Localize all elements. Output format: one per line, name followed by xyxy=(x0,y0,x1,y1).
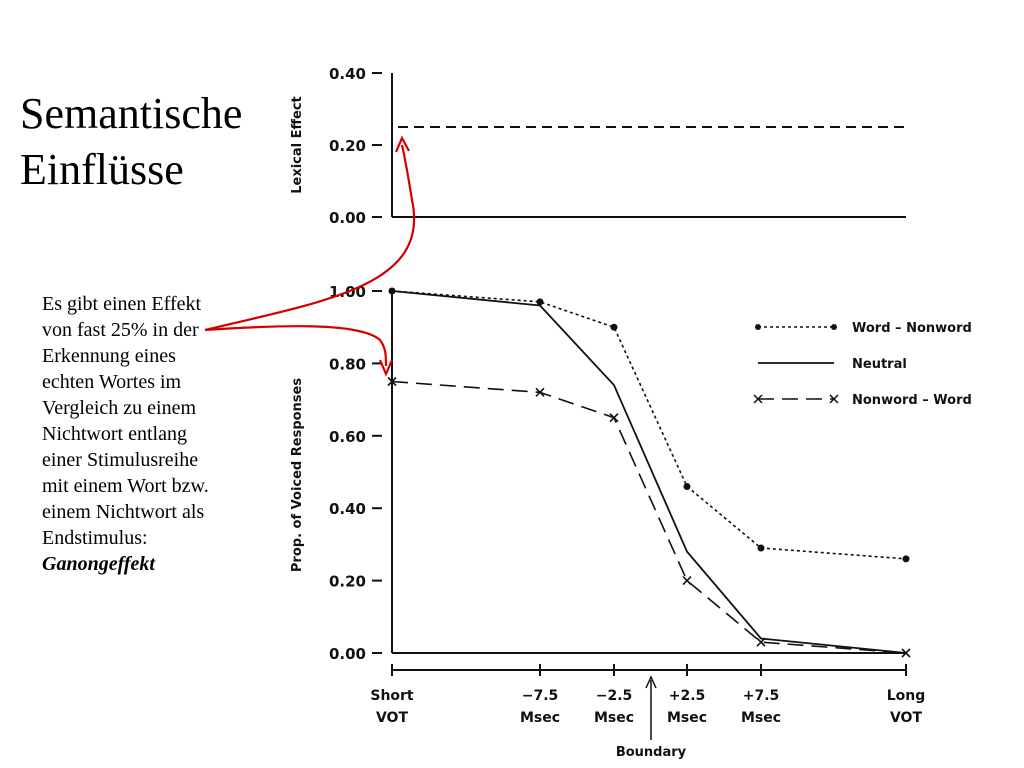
x-tick-label: −2.5 xyxy=(596,688,633,704)
red-arrowhead-up xyxy=(394,135,410,153)
series-point-0 xyxy=(902,555,910,563)
voiced-y-tick-label: 0.60 xyxy=(329,428,366,446)
series-point-0 xyxy=(610,323,618,331)
x-tick-label: Long xyxy=(887,688,926,704)
voiced-y-tick-label: 0.80 xyxy=(329,355,366,373)
lexical-y-axis-label: Lexical Effect xyxy=(290,96,305,194)
series-line-2 xyxy=(391,380,907,654)
lexical-effect-panel: 0.40 0.20 0.00 Lexical Effect xyxy=(290,65,906,227)
voiced-y-axis-label: Prop. of Voiced Responses xyxy=(290,378,305,572)
body-line: Erkennung eines xyxy=(42,345,176,367)
series-line-0 xyxy=(391,290,907,560)
voiced-y-tick-label: 0.20 xyxy=(329,573,366,591)
x-tick-label: +2.5 xyxy=(669,688,706,704)
body-line: von fast 25% in der xyxy=(42,319,199,341)
lexical-y-tick-label: 0.00 xyxy=(329,209,366,227)
body-line: Nichtwort entlang xyxy=(42,423,187,445)
legend-marker xyxy=(829,394,839,404)
x-tick-label: Msec xyxy=(741,710,781,726)
body-line: Vergleich zu einem xyxy=(42,397,197,419)
body-line: Es gibt einen Effekt xyxy=(42,293,202,315)
red-arrowhead-down xyxy=(378,359,394,377)
x-tick-label: Msec xyxy=(667,710,707,726)
red-arrow-to-lexical-line xyxy=(204,144,416,332)
red-arrow-to-curve xyxy=(204,325,388,367)
legend-label: Neutral xyxy=(852,357,907,372)
series-point-0 xyxy=(683,482,691,490)
body-line: mit einem Wort bzw. xyxy=(42,475,209,497)
x-tick-label: Short xyxy=(370,688,414,704)
body-line: Endstimulus: xyxy=(42,527,148,549)
series-line-1 xyxy=(391,290,907,654)
series-point-2 xyxy=(387,376,397,387)
legend-label: Nonword – Word xyxy=(852,393,972,408)
voiced-y-tick-label: 0.00 xyxy=(329,645,366,663)
x-tick-label: +7.5 xyxy=(743,688,780,704)
series-point-0 xyxy=(536,298,544,306)
legend-marker xyxy=(831,324,837,330)
voiced-y-tick-label: 0.40 xyxy=(329,500,366,518)
x-tick-label: Msec xyxy=(594,710,634,726)
boundary-label: Boundary xyxy=(616,745,687,760)
ganong-effect-term: Ganongeffekt xyxy=(42,553,155,575)
lexical-y-tick-label: 0.20 xyxy=(329,137,366,155)
series-point-2 xyxy=(901,648,911,658)
x-tick-label: VOT xyxy=(890,710,922,726)
boundary-arrowhead xyxy=(645,675,657,689)
legend-label: Word – Nonword xyxy=(852,321,972,336)
series-point-2 xyxy=(682,576,692,586)
x-tick-label: Msec xyxy=(520,710,560,726)
series-point-2 xyxy=(756,637,766,647)
legend-marker xyxy=(753,394,763,404)
body-line: echten Wortes im xyxy=(42,371,182,393)
slide-title: Semantische Einflüsse xyxy=(20,86,242,198)
title-line-1: Semantische xyxy=(20,89,243,138)
body-line: einer Stimulusreihe xyxy=(42,449,199,471)
annotation-arrows xyxy=(204,135,416,377)
x-tick-label: −7.5 xyxy=(522,688,559,704)
title-line-2: Einflüsse xyxy=(20,145,184,194)
x-tick-label: VOT xyxy=(376,710,408,726)
body-line: einem Nichtwort als xyxy=(42,501,205,523)
series-point-2 xyxy=(609,413,619,423)
legend-marker xyxy=(755,324,761,330)
slide-body-text: Es gibt einen Effekt von fast 25% in der… xyxy=(42,291,292,577)
lexical-y-tick-label: 0.40 xyxy=(329,65,366,83)
series-point-0 xyxy=(757,544,765,552)
series-point-2 xyxy=(535,387,545,397)
